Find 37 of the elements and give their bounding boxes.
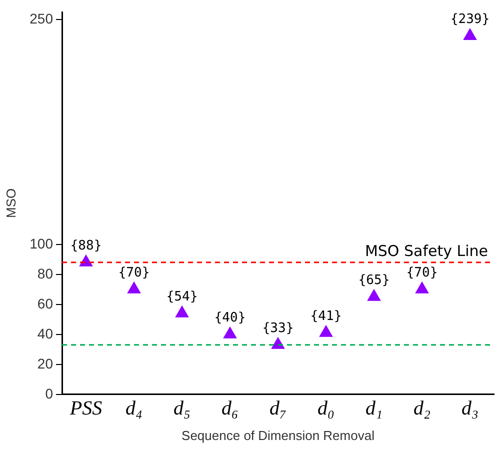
point <box>271 337 285 349</box>
data-label: {70} <box>406 265 438 280</box>
y-tick-label: 60 <box>37 295 54 312</box>
y-tick-label: 100 <box>30 235 54 252</box>
point <box>127 282 141 294</box>
x-tick-label: PSS <box>68 398 102 420</box>
x-tick-label: d₀ <box>318 398 335 420</box>
data-label: {65} <box>358 272 390 288</box>
y-axis-title: MSO <box>3 188 18 218</box>
x-tick-label: d₇ <box>270 398 287 420</box>
data-label: {239} <box>450 12 490 27</box>
point <box>463 28 477 40</box>
point <box>367 289 381 301</box>
x-tick-label: d₁ <box>366 398 382 420</box>
point <box>223 326 237 338</box>
x-tick-label: d₄ <box>126 398 143 420</box>
x-axis-title: Sequence of Dimension Removal <box>182 428 375 443</box>
data-label: {41} <box>310 308 342 324</box>
data-label: {33} <box>262 320 294 336</box>
data-label: {70} <box>118 265 150 280</box>
y-tick-label: 250 <box>30 10 54 26</box>
y-tick-label: 20 <box>37 355 54 372</box>
point <box>79 254 93 266</box>
data-label: {88} <box>70 238 102 254</box>
data-label: {54} <box>166 289 198 304</box>
point <box>319 325 333 337</box>
y-tick-label: 0 <box>45 385 54 402</box>
data-label: {40} <box>214 310 246 326</box>
point <box>415 282 429 294</box>
x-tick-label: d₅ <box>174 398 191 420</box>
x-tick-label: d₃ <box>462 398 479 420</box>
x-tick-label: d₆ <box>222 398 239 420</box>
y-tick-label: 80 <box>37 265 54 282</box>
x-tick-label: d₂ <box>414 398 431 420</box>
ref-line-label: MSO Safety Line <box>364 242 488 260</box>
point <box>175 306 189 318</box>
y-tick-label: 40 <box>37 325 54 342</box>
